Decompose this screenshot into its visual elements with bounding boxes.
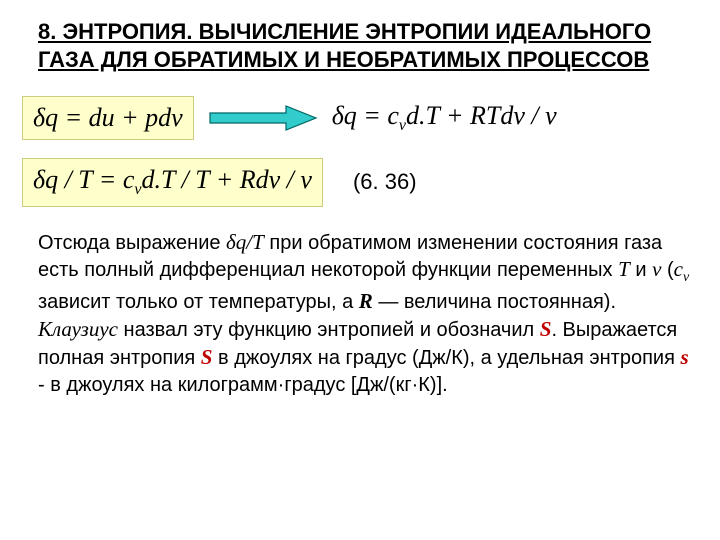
p1f: v — [652, 257, 661, 281]
p1g: ( — [661, 259, 673, 281]
p1k: — величина постоянная). — [373, 291, 616, 313]
body-text: Отсюда выражение δq/T при обратимом изме… — [38, 229, 692, 399]
p1d: T — [618, 257, 630, 281]
p1b: δq/T — [226, 230, 264, 254]
slide: 8. ЭНТРОПИЯ. ВЫЧИСЛЕНИЕ ЭНТРОПИИ ИДЕАЛЬН… — [0, 0, 720, 416]
equation-1-left: δq = du + pdv — [22, 96, 194, 140]
p1i: зависит только от температуры, а — [38, 291, 359, 313]
p1s: - в джоулях на килограмм·градус [Дж/(кг·… — [38, 374, 448, 396]
eq2-sub: v — [134, 182, 141, 199]
arrow-icon — [208, 104, 318, 132]
equation-number: (6. 36) — [353, 169, 417, 195]
p1n: S — [540, 317, 552, 341]
eq2-b: d.T / T + Rdv / v — [142, 165, 312, 194]
eq1-right-b: d.T + RTdv / v — [406, 101, 557, 130]
p1e: и — [630, 259, 652, 281]
equation-1-right: δq = cvd.T + RTdv / v — [332, 101, 557, 135]
eq1-right-a: δq = c — [332, 101, 399, 130]
p1hsub: v — [683, 270, 689, 285]
p1h: c — [674, 257, 683, 281]
slide-title: 8. ЭНТРОПИЯ. ВЫЧИСЛЕНИЕ ЭНТРОПИИ ИДЕАЛЬН… — [38, 18, 692, 74]
p1q: в джоулях на градус (Дж/К), а удельная э… — [212, 347, 680, 369]
eq1-right-sub: v — [399, 117, 406, 134]
equation-2: δq / T = cvd.T / T + Rdv / v — [22, 158, 323, 206]
eq2-a: δq / T = c — [33, 165, 134, 194]
p1l: Клаузиус — [38, 317, 118, 341]
p1j: R — [359, 289, 373, 313]
p1a: Отсюда выражение — [38, 232, 226, 254]
p1m: назвал эту функцию энтропией и обозначил — [118, 319, 540, 341]
equation-row-1: δq = du + pdv δq = cvd.T + RTdv / v — [22, 96, 692, 140]
p1r: s — [680, 345, 688, 369]
equation-row-2: δq / T = cvd.T / T + Rdv / v (6. 36) — [22, 158, 692, 206]
p1p: S — [201, 345, 213, 369]
